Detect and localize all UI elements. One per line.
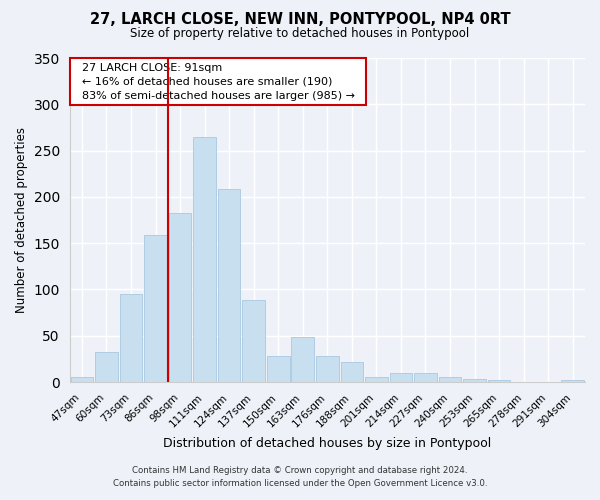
Bar xyxy=(169,212,191,382)
Bar xyxy=(562,380,584,382)
Bar xyxy=(316,356,338,382)
Bar xyxy=(71,376,93,382)
Bar xyxy=(218,190,241,382)
Bar xyxy=(120,294,142,382)
X-axis label: Distribution of detached houses by size in Pontypool: Distribution of detached houses by size … xyxy=(163,437,491,450)
Bar xyxy=(365,378,388,382)
Bar xyxy=(95,352,118,382)
Bar xyxy=(144,235,167,382)
Text: 27 LARCH CLOSE: 91sqm
  ← 16% of detached houses are smaller (190)
  83% of semi: 27 LARCH CLOSE: 91sqm ← 16% of detached … xyxy=(75,63,362,101)
Text: Size of property relative to detached houses in Pontypool: Size of property relative to detached ho… xyxy=(130,28,470,40)
Bar xyxy=(389,373,412,382)
Bar xyxy=(488,380,511,382)
Bar xyxy=(292,336,314,382)
Bar xyxy=(439,376,461,382)
Bar xyxy=(193,136,216,382)
Bar xyxy=(242,300,265,382)
Bar xyxy=(463,380,486,382)
Text: Contains HM Land Registry data © Crown copyright and database right 2024.
Contai: Contains HM Land Registry data © Crown c… xyxy=(113,466,487,487)
Bar xyxy=(267,356,290,382)
Text: 27, LARCH CLOSE, NEW INN, PONTYPOOL, NP4 0RT: 27, LARCH CLOSE, NEW INN, PONTYPOOL, NP4… xyxy=(89,12,511,28)
Y-axis label: Number of detached properties: Number of detached properties xyxy=(15,127,28,313)
Bar xyxy=(414,373,437,382)
Bar xyxy=(341,362,363,382)
